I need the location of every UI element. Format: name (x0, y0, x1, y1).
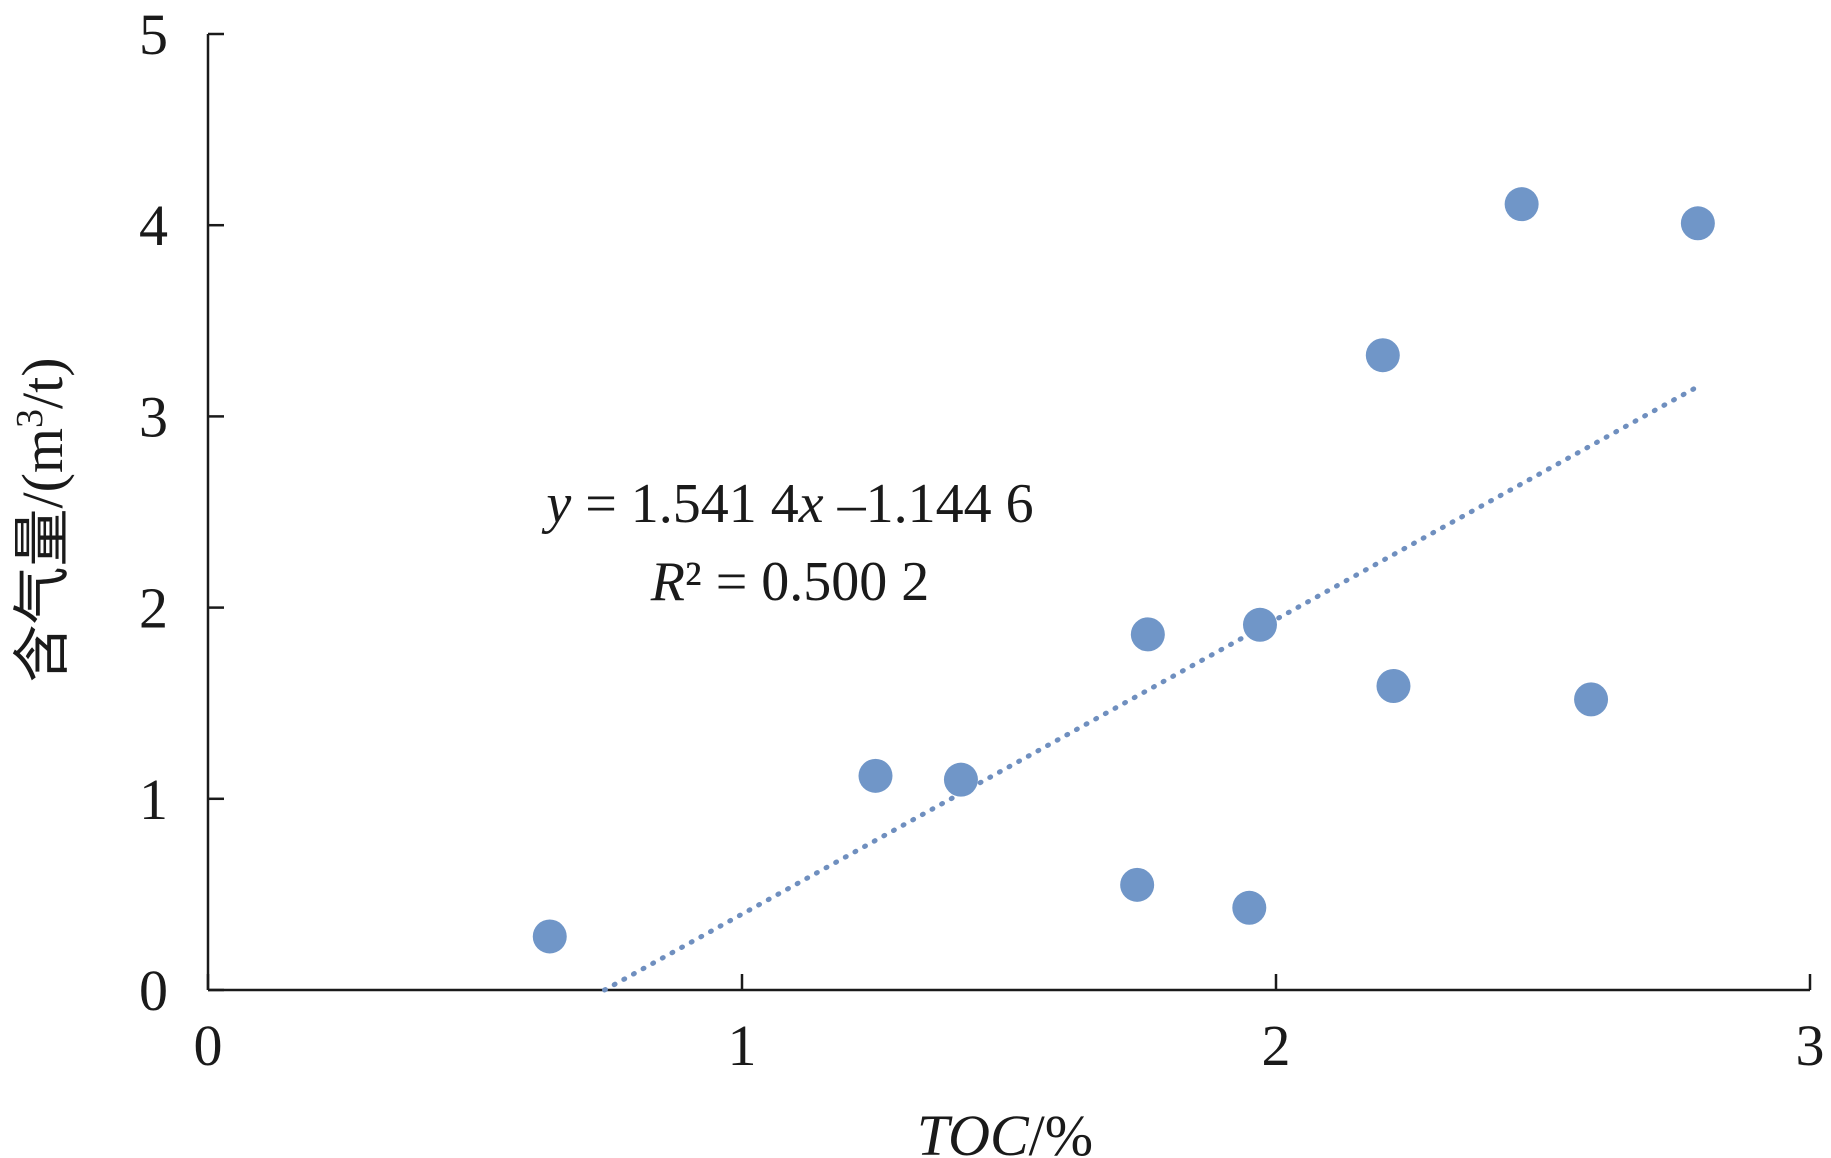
data-point (1232, 890, 1267, 925)
y-axis-title-sup: 3 (9, 409, 51, 428)
r-squared-label: R² = 0.500 2 (650, 551, 930, 613)
data-point (1574, 682, 1609, 717)
y-tick-label: 5 (139, 2, 168, 67)
x-axis-title: TOC/% (917, 1103, 1093, 1158)
y-tick-label: 0 (139, 958, 168, 1023)
trendline (602, 384, 1701, 993)
y-tick-label: 1 (139, 767, 168, 832)
data-point (1680, 206, 1715, 241)
ticks: 0 1 2 3 4 5 0 1 2 3 (139, 2, 1825, 1078)
x-axis-title-end: /% (1029, 1103, 1093, 1158)
y-axis-title: 含气量/(m3/t) (9, 357, 75, 682)
data-point (1376, 668, 1411, 703)
y-tick-label: 2 (139, 576, 168, 641)
data-point (1120, 867, 1155, 902)
data-point (1130, 617, 1165, 652)
equation-y: y (541, 473, 571, 535)
axes (206, 34, 1810, 992)
equation-x: x (798, 473, 824, 535)
x-tick-label: 1 (728, 1013, 757, 1078)
data-point (1504, 187, 1539, 222)
r-squared-r: R (650, 551, 685, 613)
r-squared-tail: ² = 0.500 2 (685, 551, 929, 613)
equation-tail: –1.144 6 (824, 473, 1034, 535)
x-tick-label: 3 (1796, 1013, 1825, 1078)
y-axis-title-main: 含气量/(m (10, 428, 75, 683)
data-point (532, 919, 567, 954)
y-tick-label: 3 (139, 384, 168, 449)
trendline-group (602, 384, 1701, 993)
data-point (1242, 607, 1277, 642)
data-point (858, 758, 893, 793)
data-points (532, 187, 1715, 954)
equation-label: y = 1.541 4x –1.144 6 (541, 473, 1033, 535)
y-tick-label: 4 (139, 193, 168, 258)
y-axis-title-end: /t) (10, 357, 75, 409)
data-point (1365, 338, 1400, 373)
x-tick-label: 2 (1262, 1013, 1291, 1078)
data-point (943, 762, 978, 797)
x-axis-title-main: TOC (917, 1103, 1030, 1158)
equation-mid: = 1.541 4 (571, 473, 799, 535)
x-tick-label: 0 (194, 1013, 223, 1078)
